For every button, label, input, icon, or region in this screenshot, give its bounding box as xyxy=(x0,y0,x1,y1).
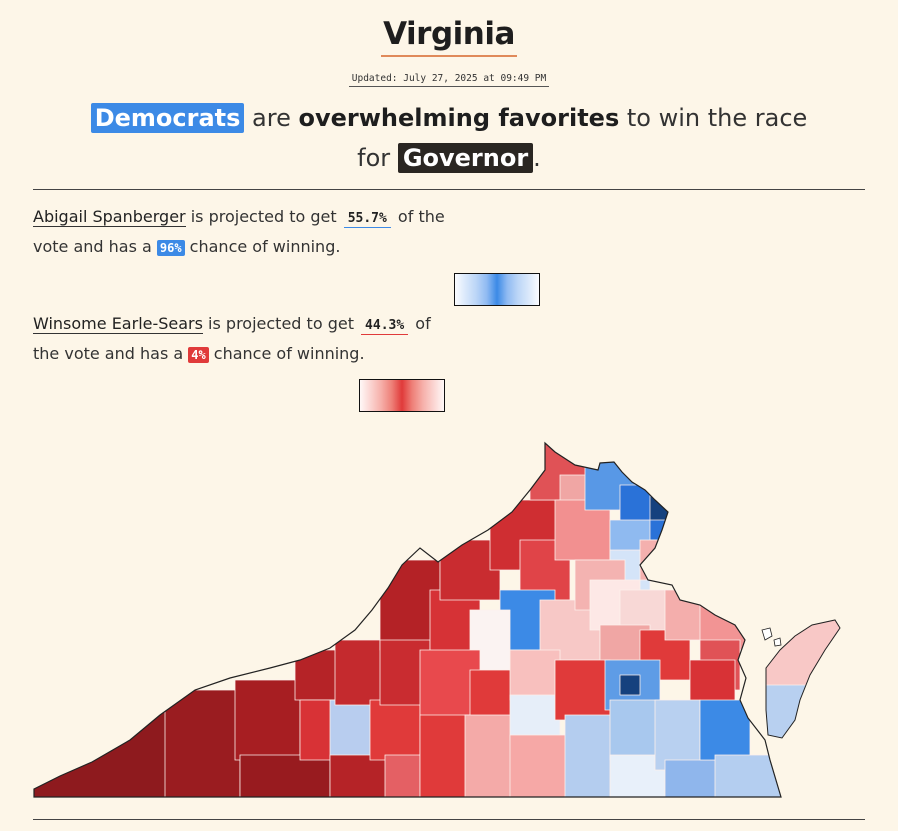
county[interactable] xyxy=(509,694,561,741)
dem-distribution-bar xyxy=(454,273,540,306)
county[interactable] xyxy=(639,539,681,581)
county[interactable] xyxy=(329,754,391,800)
headline-pre: are xyxy=(244,104,299,132)
divider-bottom xyxy=(33,819,865,820)
county[interactable] xyxy=(564,714,616,800)
county[interactable] xyxy=(654,699,701,771)
county[interactable] xyxy=(384,754,421,800)
county[interactable] xyxy=(649,494,669,521)
divider-top xyxy=(33,189,865,190)
candidate-rep-name[interactable]: Winsome Earle-Sears xyxy=(33,314,203,334)
county[interactable] xyxy=(509,734,571,800)
county[interactable] xyxy=(714,754,785,800)
candidate-dem-vote: 55.7% xyxy=(343,211,391,228)
updated-timestamp: Updated: July 27, 2025 at 09:49 PM xyxy=(348,73,550,87)
page-title: Virginia xyxy=(381,16,517,57)
headline-office: Governor xyxy=(397,143,534,173)
county[interactable] xyxy=(664,759,721,800)
headline: Democrats are overwhelming favorites to … xyxy=(0,98,898,178)
candidate-rep-text1: is projected to get xyxy=(202,314,360,333)
page-title-wrap: Virginia xyxy=(0,16,898,57)
county[interactable] xyxy=(164,689,241,800)
county[interactable] xyxy=(509,649,561,701)
county[interactable] xyxy=(619,674,641,696)
county[interactable] xyxy=(329,699,376,761)
candidate-dem-text2: of the vote and has a xyxy=(33,207,445,256)
county[interactable] xyxy=(239,754,331,800)
candidate-dem: Abigail Spanberger is projected to get 5… xyxy=(33,203,453,262)
candidate-rep-vote: 44.3% xyxy=(361,318,409,335)
county[interactable] xyxy=(609,699,661,761)
county[interactable] xyxy=(699,699,751,761)
state-outline xyxy=(33,441,782,798)
candidate-rep-text2: of the vote and has a xyxy=(33,314,431,363)
candidate-rep-text3: chance of winning. xyxy=(208,344,365,363)
county[interactable] xyxy=(464,714,516,800)
county[interactable] xyxy=(369,699,421,761)
headline-party: Democrats xyxy=(90,103,245,133)
county[interactable] xyxy=(334,639,386,706)
headline-strength: overwhelming favorites xyxy=(298,104,620,132)
candidate-rep-chance: 4% xyxy=(188,347,209,363)
headline-end: . xyxy=(533,144,541,172)
county[interactable] xyxy=(294,649,341,701)
county[interactable] xyxy=(234,679,301,761)
updated-wrap: Updated: July 27, 2025 at 09:49 PM xyxy=(0,66,898,87)
county-map xyxy=(30,441,845,800)
candidate-dem-name[interactable]: Abigail Spanberger xyxy=(33,207,186,227)
county[interactable] xyxy=(419,714,471,800)
candidate-dem-text3: chance of winning. xyxy=(184,237,341,256)
county[interactable] xyxy=(554,659,611,721)
county[interactable] xyxy=(30,699,171,800)
candidate-rep: Winsome Earle-Sears is projected to get … xyxy=(33,310,453,369)
rep-distribution-bar xyxy=(359,379,445,412)
headline-for: for xyxy=(357,144,398,172)
county[interactable] xyxy=(760,615,845,691)
candidate-dem-text1: is projected to get xyxy=(185,207,342,226)
headline-mid: to win the race xyxy=(619,104,808,132)
candidate-dem-chance: 96% xyxy=(156,240,185,256)
